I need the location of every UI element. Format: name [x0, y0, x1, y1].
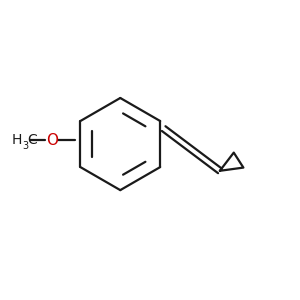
Text: C: C: [27, 133, 37, 147]
Text: H: H: [11, 133, 22, 147]
Text: 3: 3: [22, 140, 28, 151]
Text: O: O: [46, 133, 58, 148]
